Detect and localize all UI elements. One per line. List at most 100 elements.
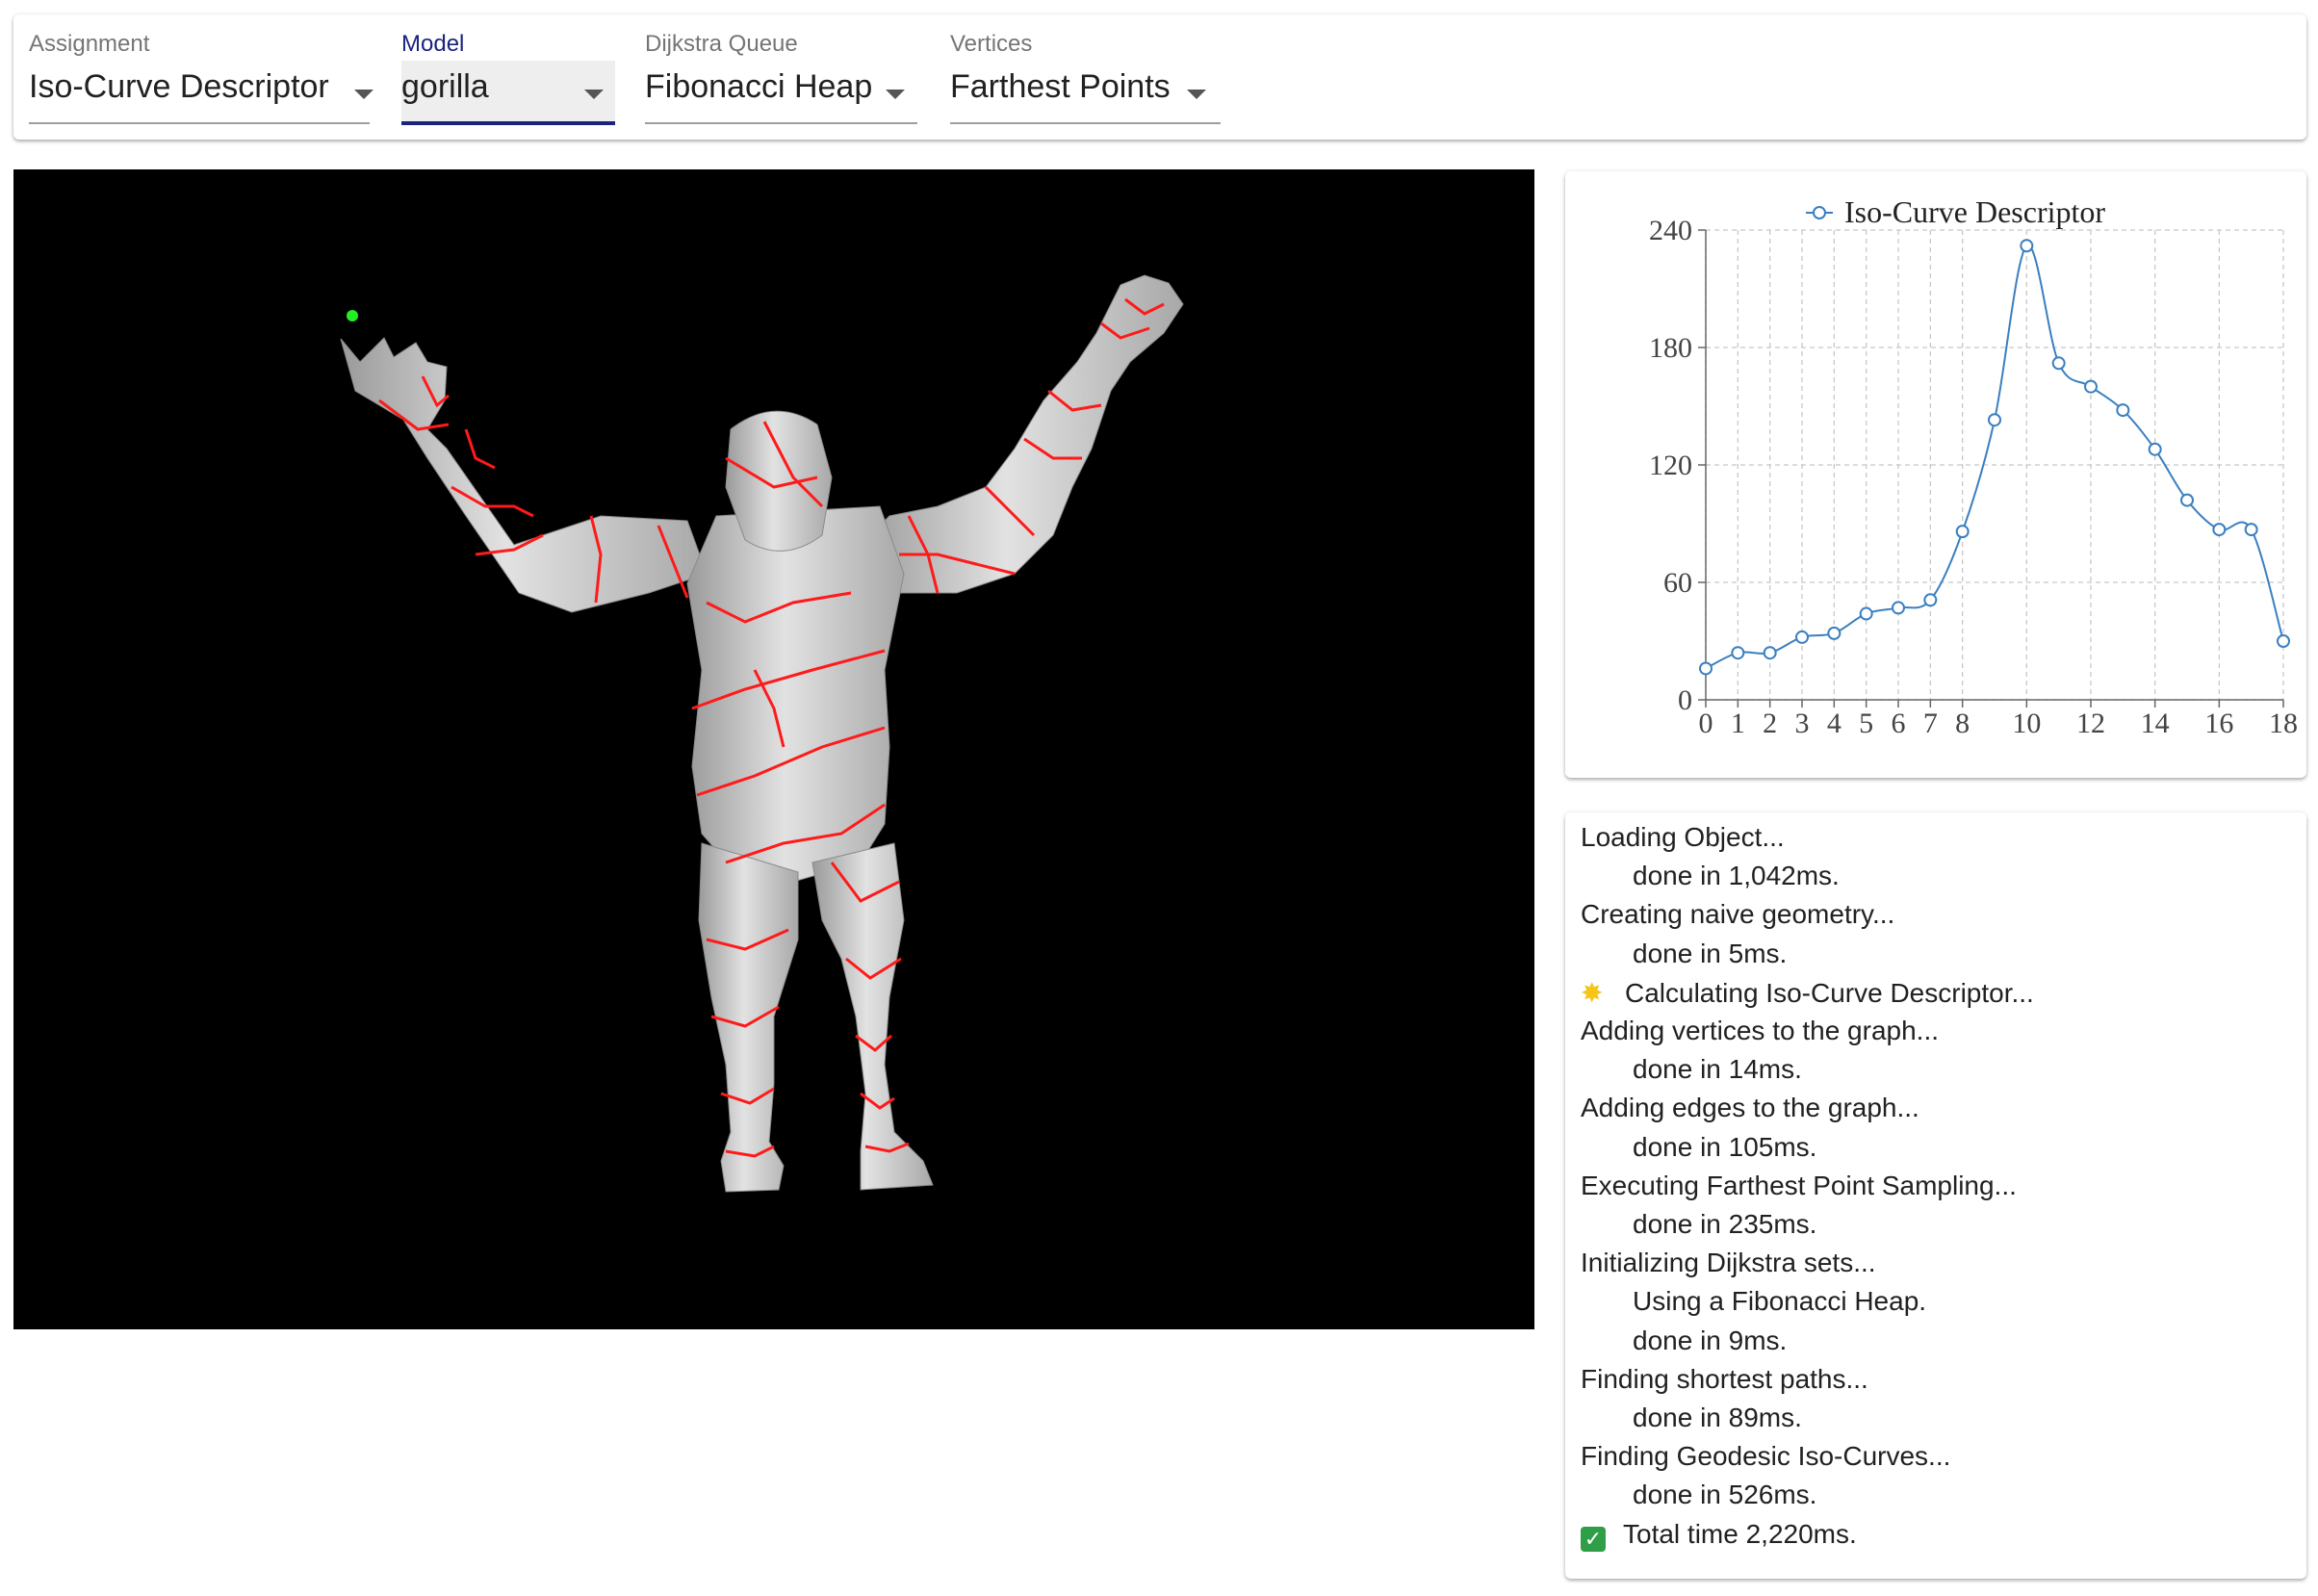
x-tick-label: 4 <box>1827 708 1842 739</box>
series-line <box>1705 244 2284 670</box>
log-text: Finding Geodesic Iso-Curves... <box>1581 1441 1951 1472</box>
x-tick-label: 2 <box>1763 708 1777 739</box>
vertices-underline <box>950 122 1221 124</box>
log-text: Using a Fibonacci Heap. <box>1633 1286 1927 1317</box>
toolbar: Assignment Iso-Curve Descriptor Model go… <box>13 14 2306 140</box>
chevron-down-icon <box>1187 90 1206 99</box>
x-tick-label: 6 <box>1892 708 1906 739</box>
data-point <box>1731 646 1745 660</box>
data-point <box>1859 606 1873 621</box>
log-text: done in 9ms. <box>1633 1325 1788 1355</box>
data-point <box>1955 525 1970 539</box>
log-text: Executing Farthest Point Sampling... <box>1581 1170 2017 1200</box>
assignment-select[interactable]: Assignment Iso-Curve Descriptor <box>29 14 373 140</box>
assignment-underline <box>29 122 370 124</box>
log-text: Creating naive geometry... <box>1581 899 1895 930</box>
y-tick-label: 240 <box>1649 215 1692 246</box>
data-point <box>2277 634 2290 648</box>
y-tick-label: 120 <box>1649 450 1692 481</box>
data-point <box>1923 593 1938 607</box>
log-panel: Loading Object... done in 1,042ms. Creatin… <box>1565 812 2306 1579</box>
log-line: done in 89ms. <box>1633 1403 1802 1433</box>
log-line: Using a Fibonacci Heap. <box>1633 1286 1926 1317</box>
data-point <box>1827 626 1842 640</box>
model-label: Model <box>401 31 465 57</box>
x-tick-label: 5 <box>1859 708 1873 739</box>
log-line: Executing Farthest Point Sampling... <box>1581 1171 2017 1201</box>
x-tick-label: 18 <box>2269 708 2298 739</box>
3d-viewport[interactable] <box>13 169 1534 1329</box>
x-tick-label: 7 <box>1923 708 1938 739</box>
y-tick-label: 0 <box>1678 684 1692 716</box>
sparkle-icon: ✸ <box>1581 977 1604 1008</box>
model-select[interactable]: Model gorilla <box>401 14 615 140</box>
model-select-background <box>401 61 615 123</box>
gorilla-mesh <box>340 274 1184 1193</box>
dijkstra-queue-underline <box>645 122 917 124</box>
chevron-down-icon <box>584 90 604 99</box>
assignment-label: Assignment <box>29 31 150 57</box>
data-point <box>1699 661 1713 676</box>
y-tick-label: 60 <box>1663 567 1692 599</box>
log-line: ✓ Total time 2,220ms. <box>1581 1519 1857 1552</box>
log-text: Finding shortest paths... <box>1581 1363 1868 1394</box>
data-point <box>2116 403 2130 418</box>
x-tick-label: 14 <box>2141 708 2170 739</box>
chevron-down-icon <box>886 90 905 99</box>
data-point <box>2180 493 2194 507</box>
log-line: Adding vertices to the graph... <box>1581 1016 1939 1046</box>
log-line: Loading Object... <box>1581 822 1785 853</box>
x-tick-label: 16 <box>2204 708 2233 739</box>
log-line: done in 526ms. <box>1633 1480 1816 1510</box>
vertices-label: Vertices <box>950 31 1033 57</box>
data-point <box>1763 646 1777 660</box>
vertices-select[interactable]: Vertices Farthest Points <box>950 14 1221 140</box>
vertices-value: Farthest Points <box>950 68 1171 105</box>
data-point <box>2148 442 2162 456</box>
log-text: Calculating Iso-Curve Descriptor... <box>1625 977 2034 1008</box>
log-text: Total time 2,220ms. <box>1623 1518 1857 1549</box>
dijkstra-queue-select[interactable]: Dijkstra Queue Fibonacci Heap <box>645 14 917 140</box>
log-text: done in 526ms. <box>1633 1480 1817 1510</box>
log-text: done in 89ms. <box>1633 1403 1802 1432</box>
y-tick-label: 180 <box>1649 332 1692 364</box>
log-line: Adding edges to the graph... <box>1581 1093 1919 1123</box>
data-point <box>2020 239 2034 253</box>
log-line: done in 5ms. <box>1633 939 1787 969</box>
log-line: done in 9ms. <box>1633 1326 1787 1356</box>
data-point <box>1892 601 1905 615</box>
data-point <box>1795 630 1809 644</box>
x-tick-label: 8 <box>1955 708 1970 739</box>
log-text: done in 105ms. <box>1633 1131 1817 1162</box>
x-tick-label: 1 <box>1731 708 1745 739</box>
data-point <box>2084 379 2098 394</box>
log-text: Initializing Dijkstra sets... <box>1581 1248 1876 1278</box>
log-line: Finding Geodesic Iso-Curves... <box>1581 1441 1950 1472</box>
log-text: done in 5ms. <box>1633 938 1788 968</box>
log-line: Initializing Dijkstra sets... <box>1581 1248 1876 1278</box>
model-underline <box>401 121 615 125</box>
log-line: Creating naive geometry... <box>1581 899 1894 930</box>
data-point <box>1988 413 2001 427</box>
x-tick-label: 12 <box>2076 708 2105 739</box>
log-text: Adding vertices to the graph... <box>1581 1016 1939 1045</box>
log-text: Loading Object... <box>1581 822 1785 852</box>
log-text: done in 1,042ms. <box>1633 861 1840 891</box>
log-line: done in 1,042ms. <box>1633 861 1840 891</box>
data-point <box>2051 356 2066 371</box>
selected-vertex-marker <box>347 310 358 322</box>
assignment-value: Iso-Curve Descriptor <box>29 68 329 105</box>
log-text: done in 14ms. <box>1633 1054 1802 1085</box>
legend-marker <box>1813 206 1826 219</box>
data-point <box>2212 523 2227 537</box>
check-icon: ✓ <box>1581 1526 1606 1552</box>
x-tick-label: 10 <box>2012 708 2041 739</box>
x-tick-label: 3 <box>1795 708 1810 739</box>
legend-label: Iso-Curve Descriptor <box>1844 194 2105 229</box>
log-line: ✸ Calculating Iso-Curve Descriptor... <box>1581 977 2034 1009</box>
data-point <box>2244 523 2258 537</box>
log-text: Adding edges to the graph... <box>1581 1093 1919 1123</box>
chevron-down-icon <box>354 90 373 99</box>
log-text: done in 235ms. <box>1633 1209 1817 1239</box>
